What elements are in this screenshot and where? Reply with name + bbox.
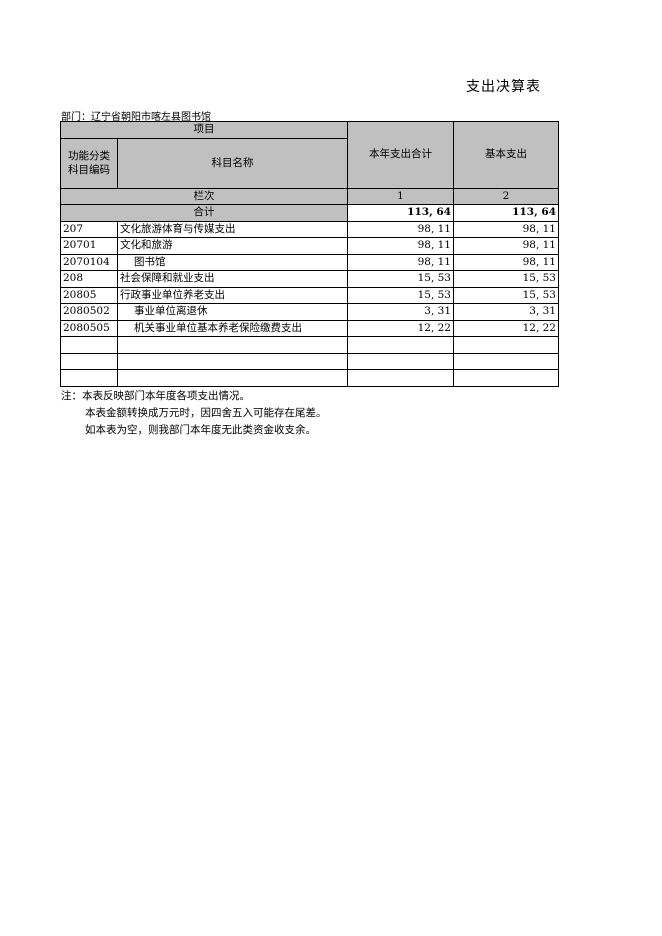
- row-col1: 15, 53: [347, 286, 454, 304]
- page-title: 支出决算表: [466, 79, 541, 95]
- row-name: 事业单位离退休: [117, 303, 348, 321]
- row-col1: 98, 11: [347, 253, 454, 271]
- table-row: 20805 行政事业单位养老支出 15, 53 15, 53: [60, 286, 559, 304]
- row-name: 行政事业单位养老支出: [117, 286, 348, 304]
- row-col1: 98, 11: [347, 237, 454, 255]
- table-row: 207 文化旅游体育与传媒支出 98, 11 98, 11: [60, 220, 559, 238]
- header-col2: 基本支出: [453, 121, 559, 189]
- header-code-line1: 功能分类: [68, 150, 110, 162]
- row-col2: 98, 11: [453, 220, 559, 238]
- department-label: 部门：辽宁省朝阳市喀左县图书馆: [61, 112, 211, 123]
- row-name: 机关事业单位基本养老保险缴费支出: [117, 319, 348, 337]
- row-col2: 98, 11: [453, 237, 559, 255]
- total-col2: 113, 64: [453, 204, 559, 222]
- row-col2: 3, 31: [453, 303, 559, 321]
- notes: 注：本表反映部门本年度各项支出情况。 本表金额转换成万元时，因四舍五入可能存在尾…: [61, 388, 327, 439]
- row-name: 图书馆: [117, 253, 348, 271]
- row-col1: 98, 11: [347, 220, 454, 238]
- header-name: 科目名称: [117, 137, 348, 189]
- row-col1: 3, 31: [347, 303, 454, 321]
- header-col1: 本年支出合计: [347, 121, 454, 189]
- row-col2: 15, 53: [453, 270, 559, 288]
- row-code: 2070104: [60, 253, 118, 271]
- row-col2: 15, 53: [453, 286, 559, 304]
- table-row: 208 社会保障和就业支出 15, 53 15, 53: [60, 270, 559, 288]
- empty-row: [60, 352, 559, 370]
- row-name: 文化和旅游: [117, 237, 348, 255]
- row-index-label: 栏次: [60, 187, 348, 205]
- row-code: 20805: [60, 286, 118, 304]
- row-index-2: 2: [453, 187, 559, 205]
- header-code: 功能分类 科目编码: [60, 137, 118, 189]
- note-2: 本表金额转换成万元时，因四舍五入可能存在尾差。: [85, 407, 327, 419]
- row-code: 208: [60, 270, 118, 288]
- empty-row: [60, 369, 559, 387]
- total-col1: 113, 64: [347, 204, 454, 222]
- row-code: 20701: [60, 237, 118, 255]
- row-col1: 15, 53: [347, 270, 454, 288]
- note-3: 如本表为空，则我部门本年度无此类资金收支余。: [85, 424, 316, 436]
- table-row: 20701 文化和旅游 98, 11 98, 11: [60, 237, 559, 255]
- header-code-line2: 科目编码: [68, 164, 110, 176]
- row-code: 207: [60, 220, 118, 238]
- row-code: 2080505: [60, 319, 118, 337]
- table-row: 2080505 机关事业单位基本养老保险缴费支出 12, 22 12, 22: [60, 319, 559, 337]
- note-1: 注：本表反映部门本年度各项支出情况。: [61, 390, 250, 402]
- row-col2: 12, 22: [453, 319, 559, 337]
- row-code: 2080502: [60, 303, 118, 321]
- total-label: 合计: [60, 204, 348, 222]
- row-col2: 98, 11: [453, 253, 559, 271]
- row-index-1: 1: [347, 187, 454, 205]
- row-name: 社会保障和就业支出: [117, 270, 348, 288]
- table-row: 2080502 事业单位离退休 3, 31 3, 31: [60, 303, 559, 321]
- header-item: 项目: [60, 121, 348, 139]
- row-name: 文化旅游体育与传媒支出: [117, 220, 348, 238]
- row-col1: 12, 22: [347, 319, 454, 337]
- empty-row: [60, 336, 559, 354]
- expenditure-table: 项目 本年支出合计 基本支出 功能分类科目编码 科目名称 栏次 1 2 合计 1…: [60, 121, 559, 387]
- table-row: 2070104 图书馆 98, 11 98, 11: [60, 253, 559, 271]
